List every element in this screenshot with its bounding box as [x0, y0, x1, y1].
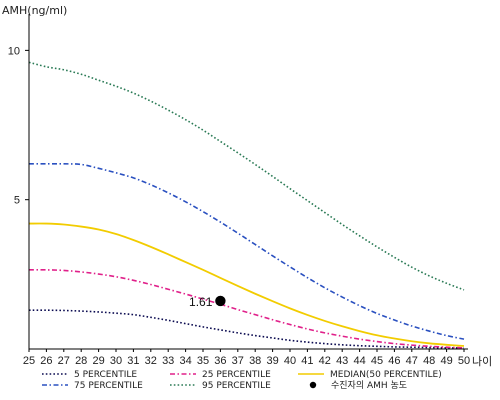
x-tick-label: 36: [214, 355, 226, 367]
x-tick-label: 30: [110, 355, 122, 367]
x-tick-label: 33: [162, 355, 174, 367]
x-tick-label: 50: [458, 355, 470, 367]
x-tick-label: 41: [301, 355, 313, 367]
x-tick-label: 49: [440, 355, 452, 367]
patient-amh-value-label: 1.61: [189, 295, 213, 309]
x-tick-label: 26: [40, 355, 52, 367]
legend-label: 95 PERCENTILE: [202, 381, 271, 391]
x-tick-label: 39: [266, 355, 278, 367]
x-tick-label: 40: [284, 355, 296, 367]
x-tick-label: 44: [353, 355, 365, 367]
legend-label: 75 PERCENTILE: [74, 381, 143, 391]
series-line-median-50-percentile: [28, 222, 465, 347]
x-tick-label: 25: [23, 355, 35, 367]
x-tick-label: 37: [232, 355, 244, 367]
x-axis-title: 나이: [472, 355, 492, 368]
legend-point-marker: [309, 381, 317, 389]
legend-label: MEDIAN(50 PERCENTILE): [330, 370, 442, 380]
legend-label: 5 PERCENTILE: [74, 370, 137, 380]
legend-label: 수진자의 AMH 농도: [331, 380, 407, 391]
x-tick-label: 45: [371, 355, 383, 367]
x-tick-label: 28: [75, 355, 87, 367]
x-tick-label: 27: [58, 355, 70, 367]
legend: 5 PERCENTILE 25 PERCENTILE MEDIAN(50 PERCE…: [42, 370, 442, 391]
legend-item: 수진자의 AMH 농도: [309, 380, 407, 391]
x-tick-label: 46: [388, 355, 400, 367]
series-line-5-percentile: [28, 309, 465, 349]
x-tick-label: 47: [406, 355, 418, 367]
y-axis-ticks: 5 10: [8, 45, 29, 207]
x-tick-label: 43: [336, 355, 348, 367]
legend-item: 25 PERCENTILE: [170, 370, 271, 380]
series-line-75-percentile: [29, 163, 465, 340]
x-tick-label: 29: [92, 355, 104, 367]
x-tick-label: 31: [127, 355, 139, 367]
x-tick-label: 32: [145, 355, 157, 367]
x-axis-ticks: 25 26 27 28 29 30 31 32 33 34 35 36 37 38 39 40 41 42 43 44…: [23, 349, 470, 367]
series-line-95-percentile: [28, 61, 465, 291]
x-tick-label: 35: [197, 355, 209, 367]
series-line-25-percentile: [28, 269, 465, 349]
x-tick-label: 42: [319, 355, 331, 367]
plot-area: 1.61: [28, 61, 465, 349]
x-tick-label: 38: [249, 355, 261, 367]
y-tick-label: 5: [14, 195, 20, 207]
legend-item: 95 PERCENTILE: [170, 381, 271, 391]
x-tick-label: 48: [423, 355, 435, 367]
legend-item: 5 PERCENTILE: [42, 370, 137, 380]
y-axis-title: AMH(ng/ml): [2, 4, 67, 17]
legend-label: 25 PERCENTILE: [202, 370, 271, 380]
patient-amh-point: [215, 295, 226, 307]
y-tick-label: 10: [8, 45, 20, 57]
legend-item: 75 PERCENTILE: [42, 381, 143, 391]
legend-item: MEDIAN(50 PERCENTILE): [298, 370, 442, 380]
x-tick-label: 34: [179, 355, 191, 367]
